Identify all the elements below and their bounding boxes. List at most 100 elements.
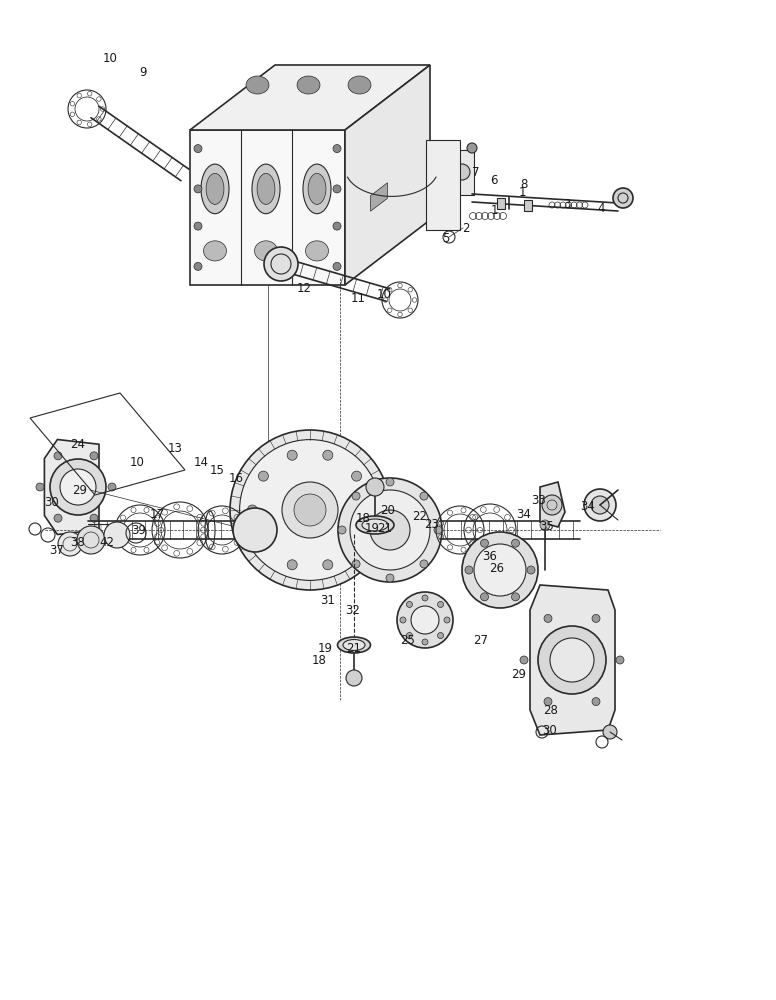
Text: 31: 31 (320, 594, 335, 607)
Circle shape (258, 539, 268, 549)
Text: 19: 19 (317, 642, 332, 654)
Circle shape (584, 489, 616, 521)
Polygon shape (190, 65, 430, 130)
Text: 25: 25 (400, 634, 415, 647)
Circle shape (104, 522, 130, 548)
Circle shape (54, 514, 62, 522)
Circle shape (333, 145, 341, 153)
Text: 13: 13 (168, 442, 182, 456)
Circle shape (60, 469, 96, 505)
Circle shape (194, 145, 202, 153)
Text: 3: 3 (563, 198, 570, 212)
Ellipse shape (255, 241, 278, 261)
Circle shape (264, 247, 298, 281)
Ellipse shape (343, 640, 365, 650)
Circle shape (407, 601, 412, 607)
Circle shape (194, 185, 202, 193)
Circle shape (352, 471, 362, 481)
Circle shape (333, 222, 341, 230)
Text: 1: 1 (490, 204, 497, 217)
Text: 14: 14 (193, 456, 209, 468)
Ellipse shape (303, 164, 331, 214)
Circle shape (50, 459, 106, 515)
Text: 17: 17 (150, 508, 165, 520)
Text: 22: 22 (413, 510, 428, 522)
Ellipse shape (201, 164, 229, 214)
Text: 18: 18 (355, 512, 370, 524)
Circle shape (287, 560, 297, 570)
Circle shape (233, 508, 277, 552)
Polygon shape (345, 65, 430, 285)
Circle shape (407, 633, 412, 639)
Circle shape (438, 633, 444, 639)
Circle shape (592, 698, 600, 706)
Text: 30: 30 (542, 724, 557, 736)
Circle shape (352, 492, 360, 500)
Text: 34: 34 (517, 508, 532, 520)
Circle shape (366, 478, 384, 496)
Text: 24: 24 (71, 438, 85, 452)
Bar (497, 198, 505, 209)
Text: 7: 7 (473, 165, 480, 178)
Text: 9: 9 (139, 66, 147, 80)
Ellipse shape (308, 173, 326, 204)
Circle shape (538, 626, 606, 694)
Circle shape (603, 725, 617, 739)
Circle shape (544, 614, 552, 622)
Text: 29: 29 (511, 668, 526, 682)
Polygon shape (540, 482, 565, 527)
Circle shape (352, 560, 360, 568)
Text: 35: 35 (539, 520, 554, 534)
Circle shape (370, 510, 410, 550)
Circle shape (540, 520, 550, 530)
Circle shape (397, 592, 453, 648)
Circle shape (352, 539, 362, 549)
Text: 38: 38 (71, 536, 85, 550)
Circle shape (333, 185, 341, 193)
Polygon shape (457, 150, 474, 195)
Circle shape (422, 639, 428, 645)
Circle shape (511, 593, 519, 601)
Text: 19: 19 (365, 522, 379, 534)
Circle shape (420, 560, 428, 568)
Circle shape (616, 656, 624, 664)
Text: 30: 30 (45, 496, 60, 510)
Text: 10: 10 (376, 288, 391, 300)
Circle shape (338, 478, 442, 582)
Circle shape (542, 495, 562, 515)
Circle shape (613, 188, 633, 208)
Circle shape (54, 452, 62, 460)
Ellipse shape (362, 519, 388, 531)
Circle shape (282, 482, 338, 538)
Text: 15: 15 (210, 464, 224, 477)
Ellipse shape (206, 173, 224, 204)
Circle shape (511, 539, 519, 547)
Ellipse shape (252, 164, 280, 214)
Ellipse shape (306, 241, 328, 261)
Circle shape (323, 560, 333, 570)
Circle shape (248, 505, 258, 515)
Circle shape (194, 262, 202, 270)
Circle shape (258, 471, 268, 481)
Polygon shape (530, 585, 615, 735)
Bar (524, 200, 532, 211)
Text: 12: 12 (296, 282, 311, 296)
Circle shape (333, 262, 341, 270)
Ellipse shape (297, 76, 320, 94)
Polygon shape (44, 440, 99, 534)
Circle shape (58, 532, 82, 556)
Text: 20: 20 (380, 504, 396, 516)
Circle shape (520, 656, 528, 664)
Circle shape (386, 574, 394, 582)
Circle shape (194, 222, 202, 230)
Circle shape (480, 593, 489, 601)
Circle shape (434, 526, 442, 534)
Circle shape (527, 566, 535, 574)
Ellipse shape (338, 637, 370, 653)
Circle shape (550, 638, 594, 682)
Circle shape (474, 544, 526, 596)
Circle shape (465, 566, 473, 574)
Circle shape (287, 450, 297, 460)
Circle shape (592, 614, 600, 622)
Circle shape (230, 430, 390, 590)
